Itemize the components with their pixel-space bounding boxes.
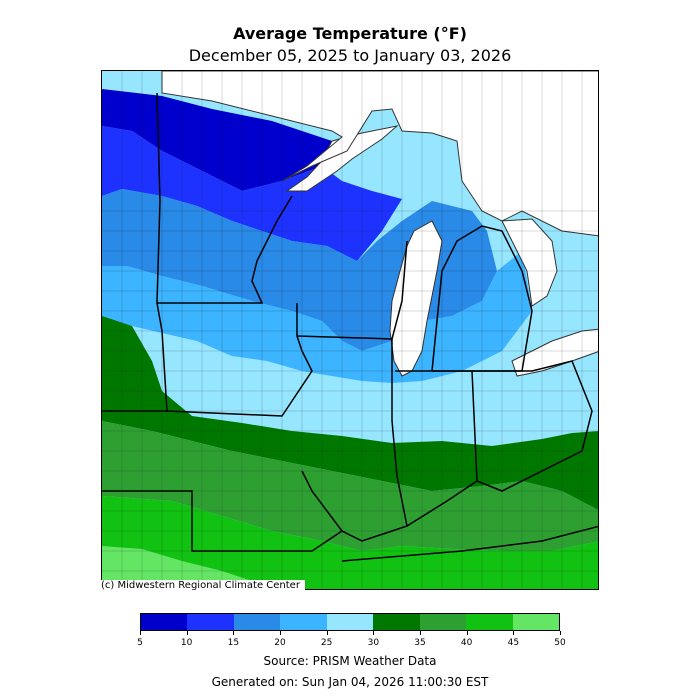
- border-ia: [156, 302, 313, 417]
- legend-colorbar: [140, 613, 560, 631]
- border-oh: [472, 360, 593, 492]
- generated-timestamp: Generated on: Sun Jan 04, 2026 11:00:30 …: [211, 675, 489, 689]
- county-grid: [102, 71, 598, 589]
- legend-tick-label: 10: [180, 638, 193, 648]
- legend-swatch-20-25: [280, 614, 327, 630]
- legend-tick-label: 15: [227, 638, 240, 648]
- legend-tick: [280, 631, 281, 635]
- legend-swatch-35-40: [419, 614, 467, 630]
- legend-tick: [513, 631, 515, 635]
- legend-tick-label: 40: [460, 638, 473, 648]
- band-45-50: [102, 546, 260, 589]
- legend-swatch-45-50: [512, 614, 559, 630]
- legend-tick: [326, 631, 328, 635]
- legend-swatch-30-35: [373, 614, 420, 630]
- temperature-map: [101, 70, 599, 590]
- band-10-15: [102, 126, 402, 261]
- legend-tick-label: 35: [414, 638, 426, 648]
- legend-tick: [186, 631, 188, 635]
- legend-tick-label: 50: [554, 638, 566, 648]
- border-ky: [341, 525, 598, 562]
- band-5-10: [102, 89, 332, 191]
- legend-swatch-10-15: [187, 614, 234, 630]
- legend-tick: [233, 631, 235, 635]
- legend-tick: [420, 631, 421, 635]
- border-il: [301, 339, 408, 542]
- map-title: Average Temperature (°F): [233, 24, 467, 43]
- legend-tick: [373, 631, 375, 635]
- map-credit: (c) Midwestern Regional Climate Center: [101, 580, 305, 592]
- band-20-25: [102, 251, 532, 383]
- band-40-45: [102, 496, 598, 589]
- band-35-40: [102, 421, 598, 551]
- map-svg: [102, 71, 598, 589]
- legend-tick: [560, 631, 561, 635]
- legend-tick-label: 5: [137, 638, 143, 648]
- legend-tick-label: 45: [507, 638, 520, 648]
- legend-swatch-15-20: [233, 614, 281, 630]
- legend-swatch-40-45: [466, 614, 513, 630]
- legend-tick: [140, 631, 141, 635]
- lake-huron: [501, 218, 558, 307]
- legend-swatch-5-10: [141, 614, 188, 630]
- border-mn: [156, 92, 293, 304]
- map-subtitle: December 05, 2025 to January 03, 2026: [188, 46, 512, 65]
- legend-tick: [466, 631, 468, 635]
- state-borders: [102, 92, 598, 562]
- border-mi: [431, 225, 533, 372]
- legend-swatch-25-30: [326, 614, 374, 630]
- legend-ticks: 5 10 15 20 25 30 35 40 45 50: [137, 631, 566, 651]
- legend-tick-label: 25: [320, 638, 333, 648]
- border-mo: [102, 410, 343, 552]
- data-source: Source: PRISM Weather Data: [263, 654, 437, 668]
- band-30-35: [102, 316, 598, 510]
- legend-tick-label: 20: [274, 638, 286, 648]
- border-wi: [296, 240, 408, 340]
- legend-tick-label: 30: [367, 638, 380, 648]
